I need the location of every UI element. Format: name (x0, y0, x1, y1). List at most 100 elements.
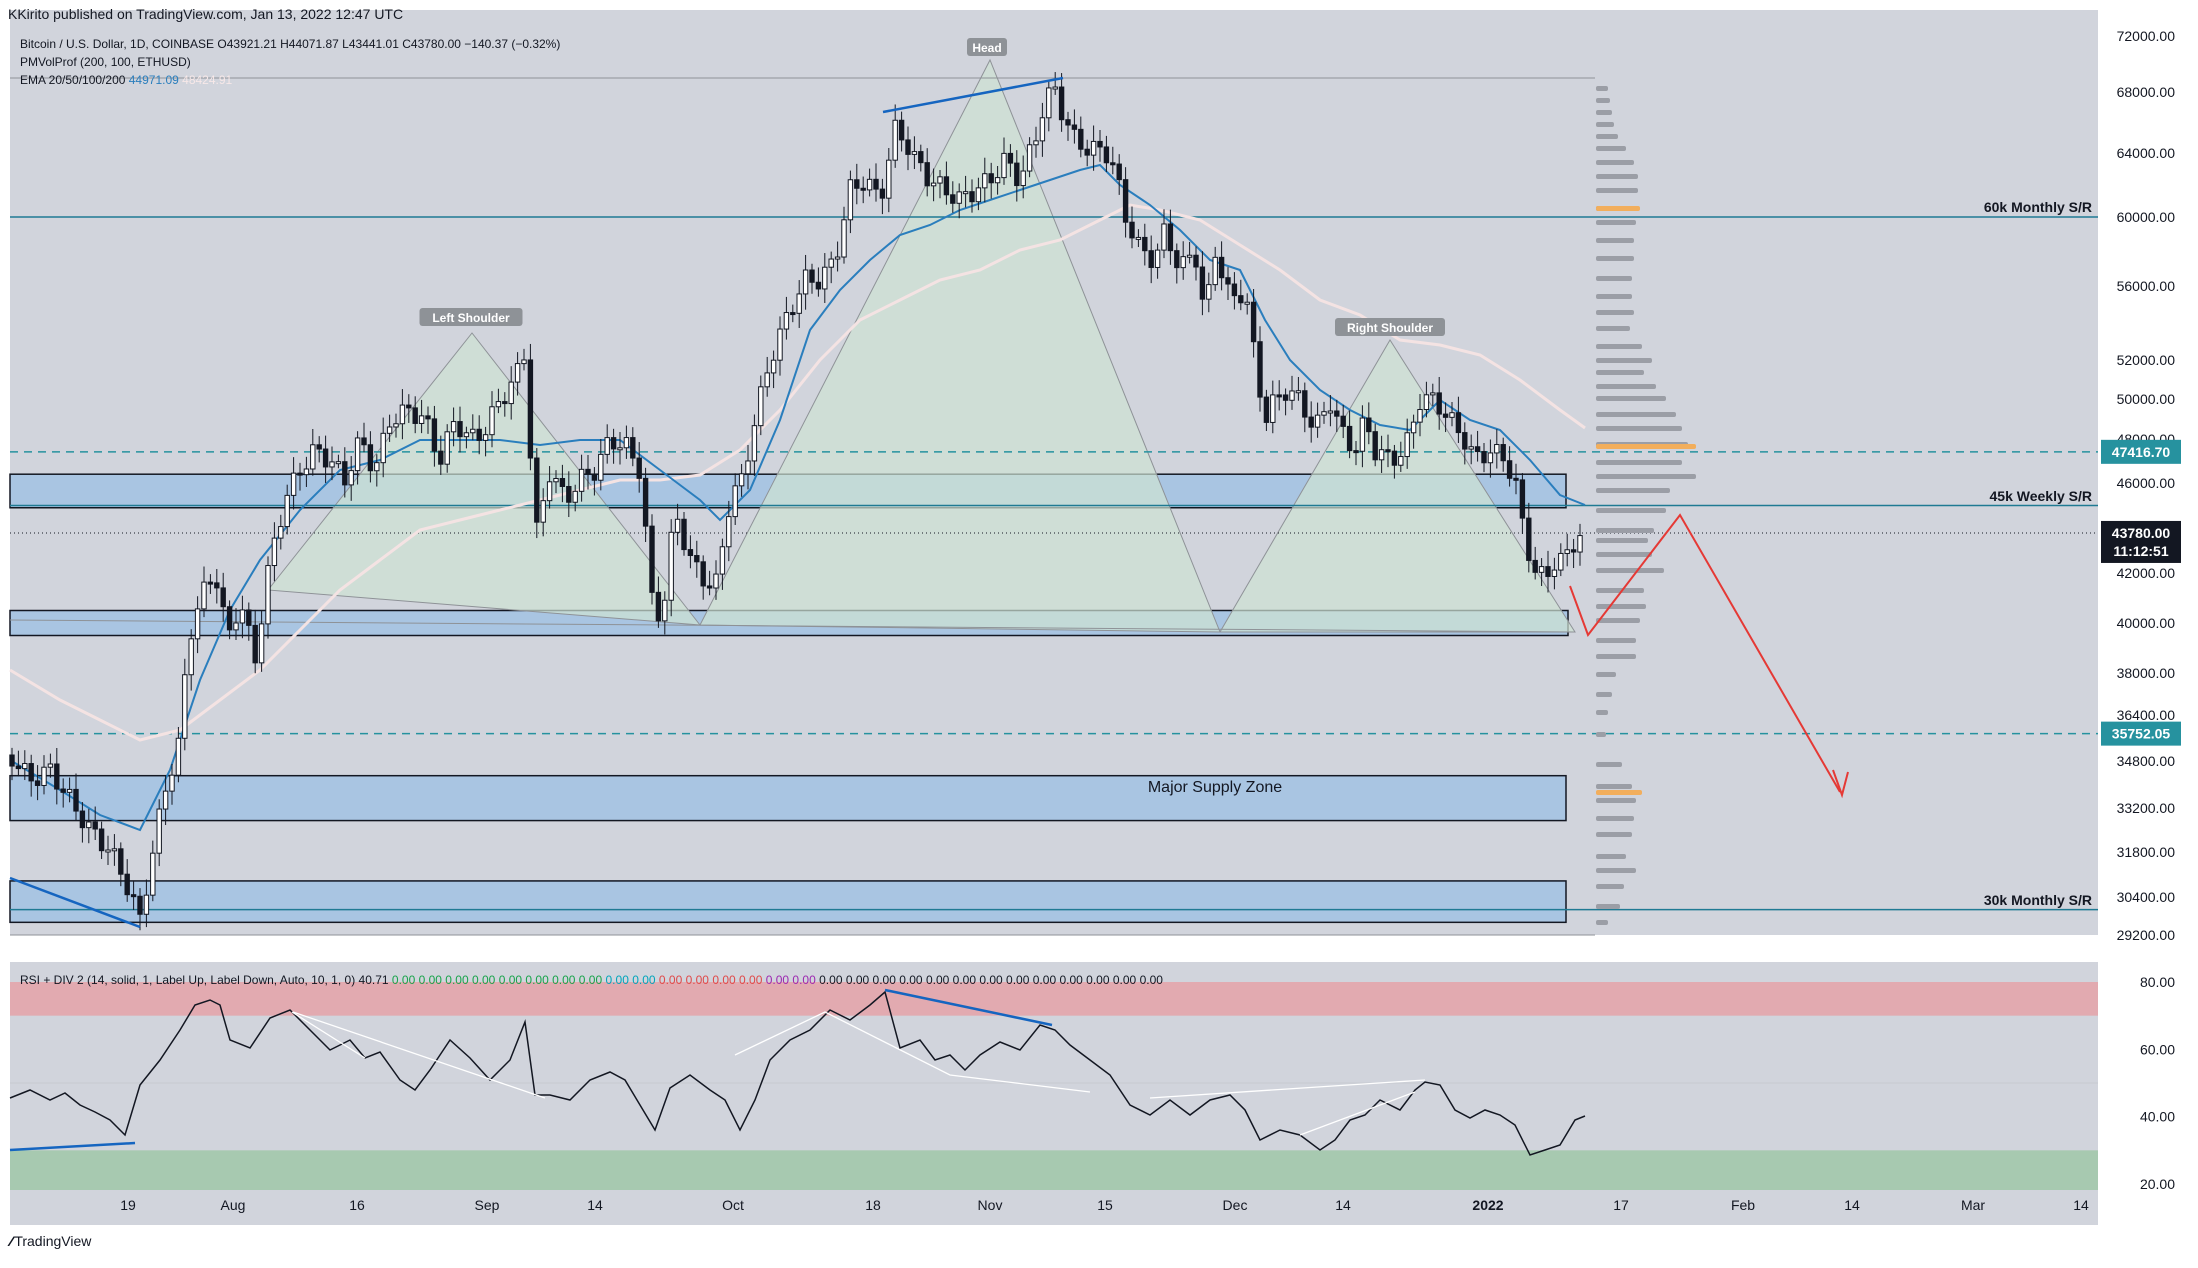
candle-body (1225, 277, 1231, 285)
candle-body (361, 437, 367, 446)
candle-body (1199, 266, 1206, 300)
candle-body (886, 159, 892, 199)
candle-body (284, 494, 290, 528)
left-shoulder-label-bg (419, 308, 523, 326)
candle-body (1001, 152, 1007, 179)
candle-body (438, 450, 444, 465)
volume-profile-bar (1596, 732, 1606, 737)
x-tick-label: Sep (475, 1197, 500, 1213)
candle-body (1526, 517, 1532, 561)
volume-profile-bar (1596, 568, 1664, 573)
head-shape (699, 58, 1221, 633)
price-tick-label: 31800.00 (2117, 844, 2176, 860)
rsi-tick-label: 80.00 (2140, 974, 2175, 990)
candle-body (1071, 124, 1078, 130)
price-tick-label: 60000.00 (2117, 209, 2176, 225)
volume-profile-bar (1596, 710, 1608, 715)
volume-profile-bar (1596, 110, 1612, 115)
candle-body (310, 444, 316, 470)
candle-body (1314, 414, 1321, 428)
price-tick-label: 50000.00 (2117, 391, 2176, 407)
candle-body (1442, 413, 1449, 418)
candle-body (444, 431, 450, 465)
x-tick-label: 16 (349, 1197, 365, 1213)
price-label-47416-bg (2101, 439, 2181, 464)
candle-body (841, 219, 847, 258)
candle-body (380, 432, 386, 464)
x-tick-label: 14 (2073, 1197, 2089, 1213)
price-divergence-line (882, 76, 1064, 114)
candle-body (1116, 163, 1122, 181)
candle-body (1436, 392, 1442, 415)
candle-body (130, 894, 137, 898)
candle-body (879, 188, 886, 199)
candle-body (1167, 223, 1174, 252)
candle-body (1449, 412, 1455, 418)
candle-body (150, 852, 156, 896)
rsi-tick-label: 40.00 (2140, 1109, 2175, 1125)
candle-body (1423, 394, 1430, 411)
candle-body (1494, 444, 1500, 454)
volume-profile-bar (1596, 412, 1676, 417)
candle-body (578, 468, 585, 492)
candle-body (1327, 410, 1334, 414)
candle-body (1455, 412, 1462, 434)
candle-body (73, 788, 79, 812)
candle-body (1282, 394, 1289, 401)
price-tick-label: 34800.00 (2117, 753, 2176, 769)
rsi-line (9, 990, 1586, 1156)
legend-symbol: Bitcoin / U.S. Dollar, 1D, COINBASE O439… (20, 37, 560, 51)
candle-body (636, 457, 642, 479)
volume-profile-bar (1596, 654, 1636, 659)
candle-body (1398, 456, 1404, 466)
candle-body (630, 437, 636, 459)
candle-body (687, 549, 694, 557)
volume-profile-bar (1596, 370, 1644, 375)
candle-body (175, 737, 182, 776)
price-tick-label: 42000.00 (2117, 565, 2176, 581)
candle-body (226, 606, 233, 631)
candle-body (572, 490, 578, 503)
candle-body (585, 468, 591, 475)
price-tick-label: 38000.00 (2117, 665, 2176, 681)
candle-body (1097, 140, 1103, 148)
volume-profile-poc-bar (1596, 444, 1696, 449)
right-shoulder-label-bg (1335, 318, 1445, 336)
x-tick-label: Mar (1961, 1197, 1985, 1213)
volume-profile-bar (1596, 98, 1610, 103)
candle-body (329, 461, 335, 468)
volume-profile-bar (1596, 146, 1626, 151)
x-tick-label: 14 (587, 1197, 603, 1213)
candle-body (418, 415, 425, 424)
volume-profile-bar (1596, 784, 1632, 789)
candle-body (975, 187, 982, 203)
candle-body (732, 485, 738, 518)
candle-body (642, 477, 649, 527)
candle-body (700, 561, 706, 587)
rsi-tick-label: 20.00 (2140, 1176, 2175, 1192)
candle-body (182, 674, 188, 739)
candle-body (1577, 535, 1583, 553)
candle-body (406, 404, 412, 409)
candle-body (1570, 549, 1577, 553)
candle-body (828, 258, 834, 268)
candle-body (1090, 140, 1097, 156)
price-label-47416: 47416.70 (2112, 444, 2171, 460)
candle-body (1052, 86, 1058, 90)
candle-body (610, 437, 617, 450)
rsi-hidden-div (291, 1011, 366, 1059)
candle-body (674, 518, 681, 533)
volume-profile-bar (1596, 396, 1666, 401)
label-60k: 60k Monthly S/R (1984, 199, 2092, 215)
candle-body (265, 565, 271, 625)
candle-body (1474, 446, 1481, 453)
candle-body (1353, 450, 1359, 454)
neckline (9, 619, 1576, 633)
candle-body (1513, 477, 1519, 481)
candle-body (1065, 119, 1071, 126)
candle-body (854, 179, 860, 189)
supply-demand-zone (9, 880, 1567, 924)
candle-body (111, 848, 118, 852)
volume-profile-bar (1596, 220, 1636, 225)
